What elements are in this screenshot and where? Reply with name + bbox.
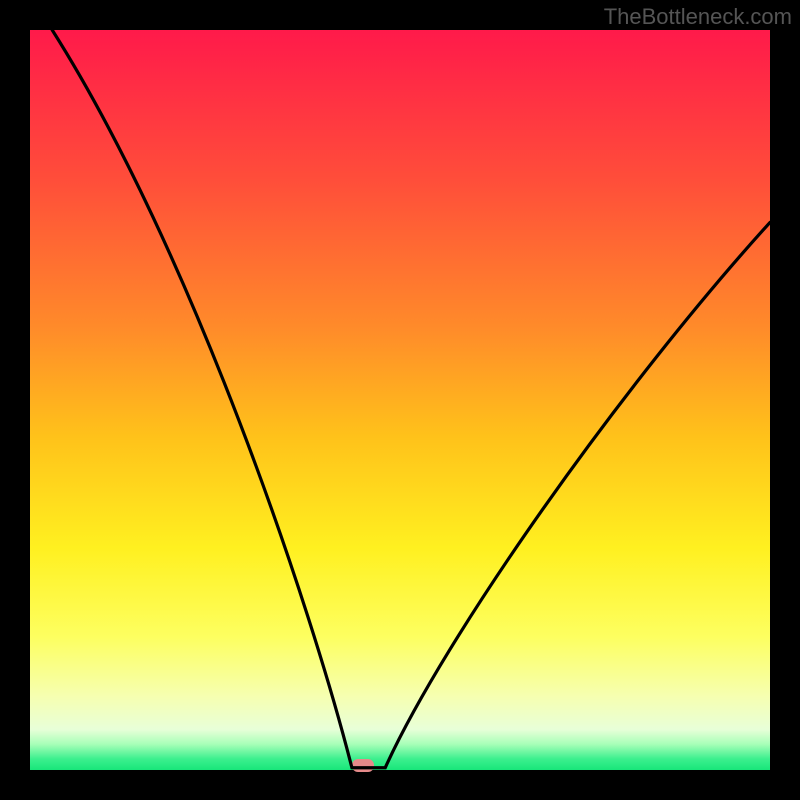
stage: TheBottleneck.com — [0, 0, 800, 800]
bottleneck-marker — [352, 759, 374, 772]
chart-svg — [0, 0, 800, 800]
plot-area — [30, 30, 770, 770]
watermark-text: TheBottleneck.com — [604, 4, 792, 30]
